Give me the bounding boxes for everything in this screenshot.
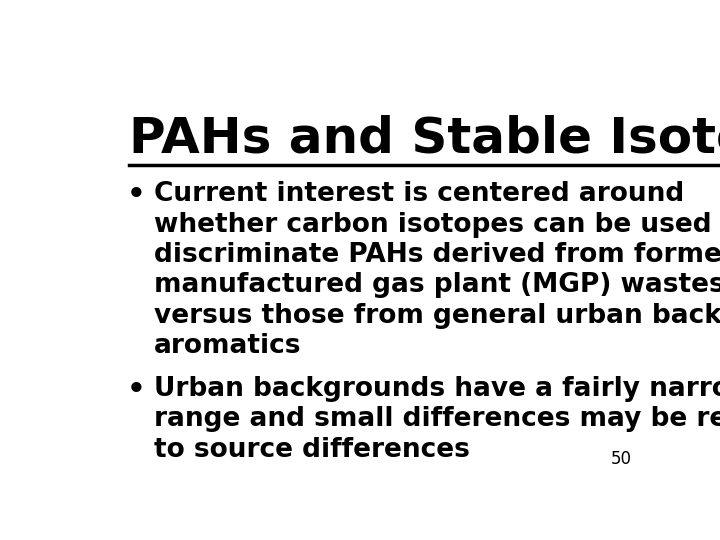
Text: aromatics: aromatics	[154, 333, 302, 359]
Text: versus those from general urban background: versus those from general urban backgrou…	[154, 302, 720, 329]
Text: PAHs and Stable Isotopes: PAHs and Stable Isotopes	[129, 114, 720, 163]
Text: whether carbon isotopes can be used to: whether carbon isotopes can be used to	[154, 212, 720, 238]
Text: discriminate PAHs derived from former: discriminate PAHs derived from former	[154, 242, 720, 268]
Text: to source differences: to source differences	[154, 436, 470, 463]
Text: range and small differences may be related: range and small differences may be relat…	[154, 406, 720, 432]
Text: Urban backgrounds have a fairly narrow: Urban backgrounds have a fairly narrow	[154, 376, 720, 402]
Text: •: •	[126, 181, 145, 209]
Text: 50: 50	[611, 450, 631, 468]
Text: manufactured gas plant (MGP) wastes: manufactured gas plant (MGP) wastes	[154, 272, 720, 298]
Text: •: •	[126, 376, 145, 404]
Text: Current interest is centered around: Current interest is centered around	[154, 181, 685, 207]
